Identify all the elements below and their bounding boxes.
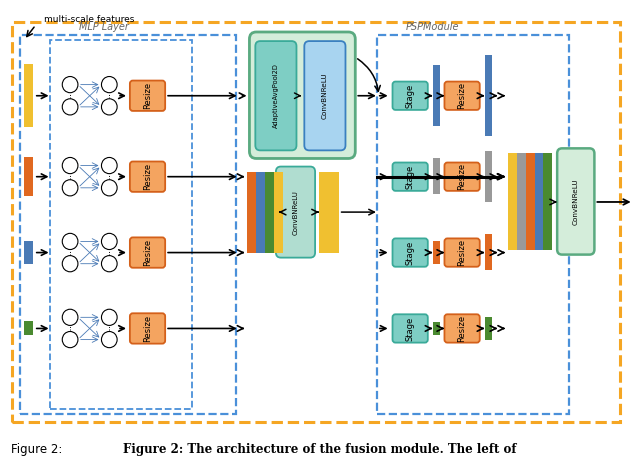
Circle shape xyxy=(62,332,78,347)
FancyBboxPatch shape xyxy=(130,80,165,111)
Text: Resize: Resize xyxy=(458,163,467,190)
Text: Figure 2:: Figure 2: xyxy=(12,443,63,456)
Bar xyxy=(484,151,493,202)
Bar xyxy=(274,171,283,253)
Text: Stage: Stage xyxy=(406,84,415,108)
Text: Resize: Resize xyxy=(143,239,152,266)
Bar xyxy=(24,64,33,127)
Circle shape xyxy=(62,180,78,196)
Text: Resize: Resize xyxy=(458,315,467,342)
Bar xyxy=(24,157,33,196)
Bar xyxy=(534,153,543,249)
Circle shape xyxy=(62,77,78,92)
Circle shape xyxy=(102,234,117,249)
Text: MLP Layer: MLP Layer xyxy=(79,22,129,32)
Text: AdaptiveAvgPool2D: AdaptiveAvgPool2D xyxy=(273,64,279,128)
Bar xyxy=(526,153,534,249)
Circle shape xyxy=(102,77,117,92)
Bar xyxy=(248,171,256,253)
Text: Stage: Stage xyxy=(406,241,415,265)
Circle shape xyxy=(102,309,117,325)
Bar xyxy=(433,241,440,264)
Bar xyxy=(24,241,33,264)
Bar xyxy=(508,153,517,249)
Bar xyxy=(484,234,493,270)
Bar xyxy=(433,158,440,194)
FancyBboxPatch shape xyxy=(444,238,480,267)
FancyBboxPatch shape xyxy=(392,314,428,343)
Text: Resize: Resize xyxy=(458,239,467,266)
Text: Resize: Resize xyxy=(143,315,152,342)
Bar xyxy=(433,65,440,126)
FancyBboxPatch shape xyxy=(255,41,296,150)
Circle shape xyxy=(102,99,117,115)
Circle shape xyxy=(62,234,78,249)
Text: multi-scale features: multi-scale features xyxy=(44,15,134,24)
FancyBboxPatch shape xyxy=(276,167,315,258)
Bar xyxy=(543,153,552,249)
FancyBboxPatch shape xyxy=(392,238,428,267)
FancyBboxPatch shape xyxy=(557,149,595,255)
Circle shape xyxy=(102,180,117,196)
Circle shape xyxy=(62,157,78,174)
FancyBboxPatch shape xyxy=(305,41,346,150)
Bar xyxy=(265,171,274,253)
FancyBboxPatch shape xyxy=(130,237,165,268)
Bar xyxy=(20,35,236,415)
Text: ConvBNReLU: ConvBNReLU xyxy=(292,190,298,234)
Circle shape xyxy=(62,99,78,115)
Text: ConvBNReLU: ConvBNReLU xyxy=(322,72,328,119)
Circle shape xyxy=(102,255,117,272)
Bar xyxy=(484,55,493,136)
Text: Resize: Resize xyxy=(458,82,467,109)
Bar xyxy=(24,321,33,334)
Bar xyxy=(517,153,526,249)
Text: Stage: Stage xyxy=(406,316,415,340)
FancyBboxPatch shape xyxy=(130,162,165,192)
Circle shape xyxy=(62,255,78,272)
FancyBboxPatch shape xyxy=(392,82,428,110)
Circle shape xyxy=(102,157,117,174)
Circle shape xyxy=(62,309,78,325)
Bar xyxy=(377,35,569,415)
Text: ConvBNReLU: ConvBNReLU xyxy=(573,179,579,225)
Bar xyxy=(319,171,339,253)
FancyBboxPatch shape xyxy=(444,314,480,343)
Bar xyxy=(49,40,191,410)
Circle shape xyxy=(102,332,117,347)
Bar xyxy=(256,171,265,253)
Text: Resize: Resize xyxy=(143,163,152,190)
Text: Resize: Resize xyxy=(143,82,152,109)
Bar xyxy=(433,322,440,334)
Text: Stage: Stage xyxy=(406,164,415,189)
Bar xyxy=(484,318,493,340)
FancyBboxPatch shape xyxy=(444,163,480,191)
FancyBboxPatch shape xyxy=(444,82,480,110)
Text: PSPModule: PSPModule xyxy=(406,22,460,32)
FancyBboxPatch shape xyxy=(392,163,428,191)
FancyBboxPatch shape xyxy=(250,32,355,158)
FancyBboxPatch shape xyxy=(130,313,165,344)
Text: Figure 2: The architecture of the fusion module. The left of: Figure 2: The architecture of the fusion… xyxy=(124,443,516,456)
